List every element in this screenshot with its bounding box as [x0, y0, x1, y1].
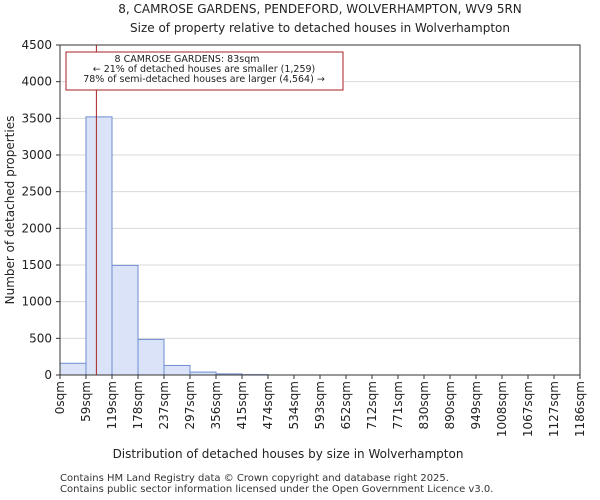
x-tick-label: 1127sqm	[547, 381, 561, 437]
y-tick-label: 2500	[21, 185, 52, 199]
footer-licence: Contains public sector information licen…	[60, 484, 494, 495]
annotation-rect	[65, 51, 344, 91]
x-tick-label: 1067sqm	[521, 381, 535, 437]
x-tick-label: 474sqm	[261, 381, 275, 429]
x-tick-label: 237sqm	[157, 381, 171, 429]
footer-copyright: Contains HM Land Registry data © Crown c…	[60, 473, 449, 484]
x-tick-label: 534sqm	[287, 381, 301, 429]
y-tick-label: 3000	[21, 148, 52, 162]
x-tick-label: 297sqm	[183, 381, 197, 429]
bar	[111, 264, 139, 376]
y-tick-label: 0	[44, 368, 52, 382]
x-tick-label: 356sqm	[209, 381, 223, 429]
y-tick-label: 1500	[21, 258, 52, 272]
bar	[137, 338, 165, 376]
y-tick-label: 2000	[21, 221, 52, 235]
x-tick-label: 593sqm	[313, 381, 327, 429]
x-tick-label: 1008sqm	[495, 381, 509, 437]
y-axis-label: Number of detached properties	[3, 116, 17, 305]
chart-subtitle: Size of property relative to detached ho…	[130, 21, 510, 35]
y-tick-label: 4000	[21, 75, 52, 89]
y-tick-label: 4500	[21, 38, 52, 52]
x-tick-label: 830sqm	[417, 381, 431, 429]
x-tick-label: 0sqm	[53, 381, 67, 414]
x-tick-label: 949sqm	[469, 381, 483, 429]
x-tick-label: 178sqm	[131, 381, 145, 429]
chart-title: 8, CAMROSE GARDENS, PENDEFORD, WOLVERHAM…	[118, 2, 522, 16]
bar	[85, 116, 113, 376]
x-tick-label: 652sqm	[339, 381, 353, 429]
x-tick-label: 415sqm	[235, 381, 249, 429]
x-tick-label: 771sqm	[391, 381, 405, 429]
x-tick-label: 119sqm	[105, 381, 119, 429]
x-tick-label: 59sqm	[79, 381, 93, 422]
bar	[163, 364, 191, 376]
chart: 8, CAMROSE GARDENS, PENDEFORD, WOLVERHAM…	[3, 2, 587, 461]
y-tick-label: 3500	[21, 111, 52, 125]
bar	[59, 362, 87, 376]
x-tick-label: 712sqm	[365, 381, 379, 429]
y-tick-label: 500	[29, 331, 52, 345]
annotation-title: 8 CAMROSE GARDENS: 83sqm	[115, 54, 260, 65]
plot-frame	[59, 44, 581, 376]
x-axis-label: Distribution of detached houses by size …	[113, 447, 464, 461]
x-tick-label: 890sqm	[443, 381, 457, 429]
annotation-box: 8 CAMROSE GARDENS: 83sqm ← 21% of detach…	[65, 51, 344, 91]
y-tick-label: 1000	[21, 295, 52, 309]
x-tick-label: 1186sqm	[573, 381, 587, 437]
annotation-smaller: ← 21% of detached houses are smaller (1,…	[93, 64, 316, 75]
annotation-larger: 78% of semi-detached houses are larger (…	[83, 74, 325, 85]
